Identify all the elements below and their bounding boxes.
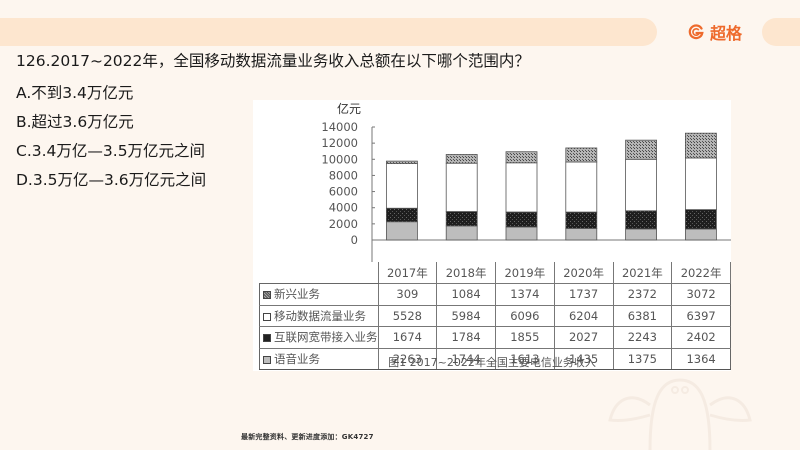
mascot-watermark-icon: [608, 378, 752, 450]
year-header: 2020年: [553, 262, 614, 284]
table-cell: 1784: [436, 326, 496, 349]
table-cell: 2027: [553, 326, 614, 349]
brand-logo: 超格: [688, 20, 742, 44]
table-cell: 5984: [436, 304, 496, 327]
bar-segment: [385, 160, 418, 165]
table-cell: 6096: [495, 304, 555, 327]
table-cell: 309: [377, 283, 438, 306]
bar-segment: [445, 225, 478, 241]
table-cell: 2372: [612, 283, 673, 306]
y-axis: 0 2000 4000 6000 8000 10000 12000 14000: [321, 120, 731, 262]
table-cell: 1374: [495, 283, 555, 306]
y-tick-label: 14000: [321, 120, 358, 134]
legend-swatch-voice: [263, 355, 271, 364]
header-bar: [0, 18, 657, 46]
brand-g-icon: [688, 24, 704, 40]
header-bar-right: [762, 18, 800, 46]
year-header: 2019年: [495, 262, 555, 284]
bar-segment: [684, 228, 717, 241]
row-label: 新兴业务: [274, 287, 320, 302]
y-axis-unit: 亿元: [337, 101, 361, 116]
y-tick-label: 10000: [321, 152, 358, 166]
legend-swatch-mobile-data: [263, 312, 271, 321]
bar-segment: [684, 132, 717, 159]
table-row: 新兴业务 309 1084 1374 1737 2372 3072: [259, 283, 731, 306]
year-header: 2022年: [671, 262, 731, 284]
y-tick-label: 12000: [321, 136, 358, 150]
table-cell: 1855: [495, 326, 555, 349]
table-cell: 6204: [553, 304, 614, 327]
row-label: 语音业务: [274, 351, 320, 366]
table-cell: 1737: [553, 283, 614, 306]
table-cell: 1364: [671, 347, 731, 370]
year-header: 2017年: [377, 262, 438, 284]
footer-note: 最新完整资料、更新进度添加：GK4727: [241, 433, 374, 441]
table-cell: 1375: [612, 347, 673, 370]
table-cell: 2402: [671, 326, 731, 349]
table-cell: 5528: [377, 304, 438, 327]
table-cell: 1435: [553, 347, 614, 370]
table-row: 语音业务 2263 1744 1613 1435 1375 1364: [259, 347, 731, 370]
bar-segment: [385, 207, 418, 223]
bar-segment: [684, 157, 717, 211]
legend-swatch-broadband: [263, 334, 271, 343]
bar-segment: [385, 221, 418, 241]
y-tick-label: 2000: [329, 217, 358, 231]
bar-segment: [625, 139, 658, 160]
bar-segment: [565, 228, 598, 241]
year-header: 2018年: [436, 262, 496, 284]
option-b[interactable]: B.超过3.6万亿元: [16, 113, 134, 131]
row-label: 互联网宽带接入业务: [274, 330, 378, 345]
y-tick-label: 0: [351, 233, 358, 247]
data-table: 2017年 2018年 2019年 2020年 2021年 2022年 新兴业务…: [259, 262, 731, 370]
bar-segment: [445, 162, 478, 212]
question-text: 126.2017~2022年，全国移动数据流量业务收入总额在以下哪个范围内？: [16, 52, 530, 70]
answer-options: A.不到3.4万亿元 B.超过3.6万亿元 C.3.4万亿—3.5万亿元之间 D…: [16, 79, 206, 195]
bar-segment: [565, 211, 598, 229]
table-cell: 1674: [377, 326, 438, 349]
table-row: 互联网宽带接入业务 1674 1784 1855 2027 2243 2402: [259, 326, 731, 349]
bar-segment: [625, 158, 658, 212]
row-label: 移动数据流量业务: [274, 308, 366, 323]
chart-caption: 图1 2017~2022年全国主要电信业务收入: [388, 356, 596, 369]
chart-panel: 亿元 0 2000 4000 6000 8000 10000 12000 14000 2017…: [253, 100, 731, 371]
bar-segment: [565, 147, 598, 163]
y-tick-label: 8000: [329, 168, 358, 182]
bar-segment: [625, 210, 658, 230]
option-a[interactable]: A.不到3.4万亿元: [16, 84, 134, 102]
table-row: 移动数据流量业务 5528 5984 6096 6204 6381 6397: [259, 304, 731, 327]
option-c[interactable]: C.3.4万亿—3.5万亿元之间: [16, 142, 206, 160]
table-cell: 3072: [671, 283, 731, 306]
table-cell: 2243: [612, 326, 673, 349]
year-header: 2021年: [612, 262, 673, 284]
bar-segment: [684, 209, 717, 230]
table-cell: 2263: [377, 347, 438, 370]
bar-segment: [505, 226, 538, 241]
bar-segment: [505, 211, 538, 228]
y-tick-label: 4000: [329, 201, 358, 215]
legend-swatch-emerging: [263, 291, 271, 300]
stacked-bar-chart: 亿元 0 2000 4000 6000 8000 10000 12000 14000: [321, 101, 731, 262]
table-cell: 1744: [436, 347, 496, 370]
bar-segment: [445, 154, 478, 164]
bar-segment: [625, 228, 658, 241]
table-header-row: 2017年 2018年 2019年 2020年 2021年 2022年: [259, 262, 731, 284]
bar-segment: [385, 163, 418, 209]
bar-segment: [505, 151, 538, 164]
bar-segment: [565, 161, 598, 213]
table-cell: 1084: [436, 283, 496, 306]
table-cell: 6381: [612, 304, 673, 327]
bars: [385, 132, 717, 241]
table-cell: 6397: [671, 304, 731, 327]
brand-name: 超格: [710, 24, 743, 43]
bar-segment: [445, 211, 478, 227]
option-d[interactable]: D.3.5万亿—3.6万亿元之间: [16, 171, 207, 189]
bar-segment: [505, 162, 538, 213]
y-tick-label: 6000: [329, 185, 358, 199]
